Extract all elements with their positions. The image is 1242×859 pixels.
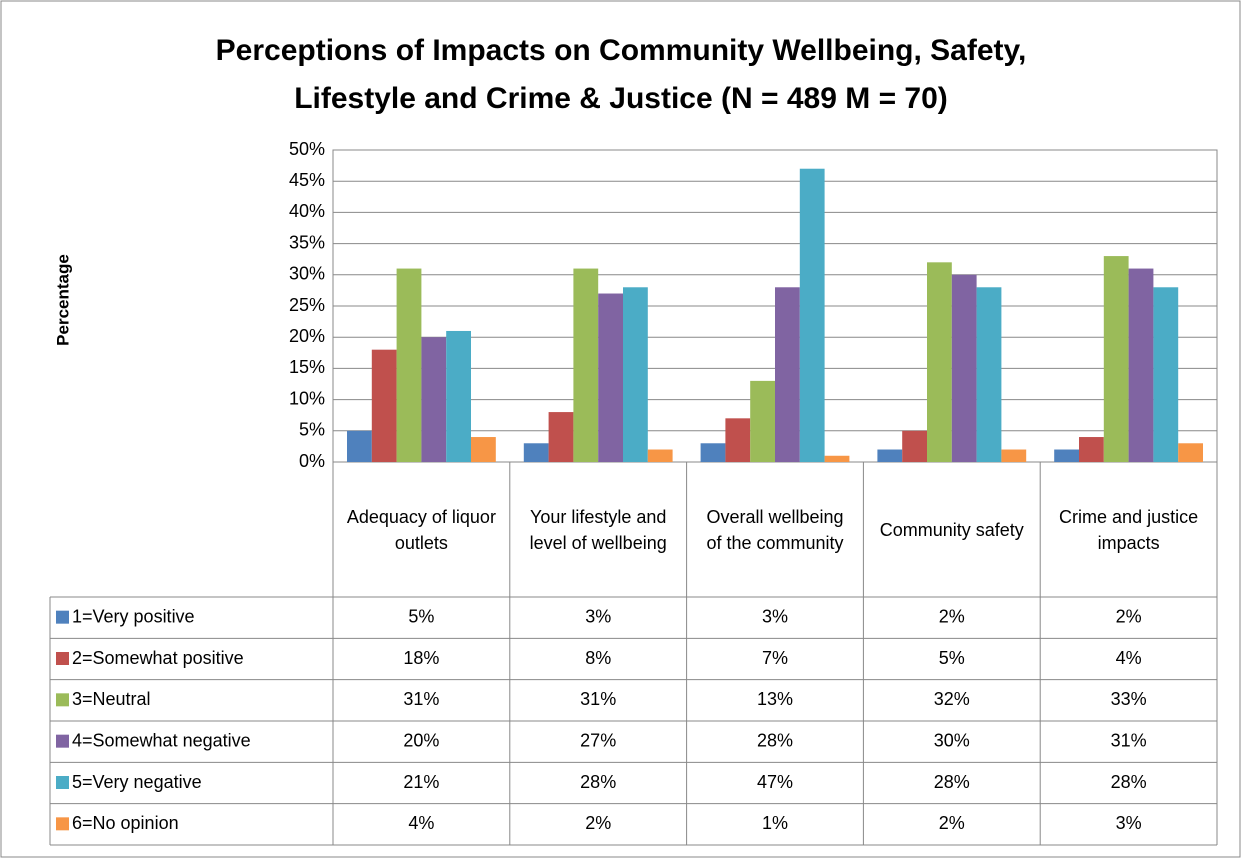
table-value: 2% xyxy=(939,813,965,833)
legend-label: 4=Somewhat negative xyxy=(72,730,251,750)
bar xyxy=(523,443,549,462)
bar xyxy=(1079,437,1104,462)
legend-label: 3=Neutral xyxy=(72,689,151,709)
bar xyxy=(1128,268,1154,462)
chart-title: Lifestyle and Crime & Justice (N = 489 M… xyxy=(294,82,948,115)
table-value: 3% xyxy=(585,606,611,626)
y-tick-label: 30% xyxy=(289,264,325,284)
bar xyxy=(396,268,422,462)
legend-swatch xyxy=(56,652,69,665)
table-value: 28% xyxy=(757,730,793,750)
table-value: 33% xyxy=(1111,689,1147,709)
table-value: 4% xyxy=(408,813,434,833)
y-tick-label: 20% xyxy=(289,326,325,346)
bar xyxy=(347,430,372,462)
bar xyxy=(877,449,903,462)
y-tick-label: 25% xyxy=(289,295,325,315)
bar xyxy=(976,287,1002,462)
bar xyxy=(471,437,496,462)
x-tick-label: Overall wellbeing of the community xyxy=(706,506,844,553)
table-value: 18% xyxy=(403,648,439,668)
bar xyxy=(902,430,927,462)
y-tick-label: 45% xyxy=(289,170,325,190)
table-value: 5% xyxy=(408,606,434,626)
legend-label: 6=No opinion xyxy=(72,813,179,833)
bar xyxy=(951,274,977,462)
bar xyxy=(446,330,471,462)
table-value: 28% xyxy=(934,772,970,792)
table-value: 8% xyxy=(585,648,611,668)
bar xyxy=(750,380,775,462)
table-value: 31% xyxy=(403,689,439,709)
bar xyxy=(647,449,673,462)
legend-label: 2=Somewhat positive xyxy=(72,648,244,668)
y-tick-label: 0% xyxy=(299,451,325,471)
bar xyxy=(1103,256,1129,462)
x-tick-label: Adequacy of liquor outlets xyxy=(346,506,496,553)
table-value: 20% xyxy=(403,730,439,750)
y-axis-label: Percentage xyxy=(53,254,72,346)
legend-swatch xyxy=(56,734,69,748)
y-tick-label: 50% xyxy=(289,139,325,159)
table-value: 2% xyxy=(585,813,611,833)
table-value: 3% xyxy=(762,606,788,626)
table-value: 7% xyxy=(762,648,788,668)
table-value: 27% xyxy=(580,730,616,750)
bar xyxy=(623,287,648,462)
table-value: 3% xyxy=(1116,813,1142,833)
table-value: 47% xyxy=(757,772,793,792)
table-value: 2% xyxy=(1116,606,1142,626)
bar xyxy=(421,337,447,462)
legend-label: 1=Very positive xyxy=(72,606,195,626)
bar xyxy=(371,349,397,462)
x-tick-label: Crime and justice impacts xyxy=(1059,506,1199,553)
x-tick-label: Community safety xyxy=(879,519,1024,540)
bar xyxy=(775,287,800,462)
bar xyxy=(1153,287,1179,462)
y-tick-label: 15% xyxy=(289,357,325,377)
table-value: 31% xyxy=(1111,730,1147,750)
legend-label: 5=Very negative xyxy=(72,772,202,792)
chart-title: Perceptions of Impacts on Community Well… xyxy=(216,34,1027,67)
table-value: 28% xyxy=(1111,772,1147,792)
table-value: 1% xyxy=(762,813,788,833)
table-value: 4% xyxy=(1116,648,1142,668)
bar xyxy=(824,455,850,462)
x-tick-label: Your lifestyle and level of wellbeing xyxy=(529,506,667,553)
legend-swatch xyxy=(56,817,69,831)
legend-swatch xyxy=(56,693,69,707)
bar xyxy=(927,262,952,462)
table-value: 28% xyxy=(580,772,616,792)
bar xyxy=(1178,443,1203,462)
table-value: 21% xyxy=(403,772,439,792)
legend-swatch xyxy=(56,776,69,789)
table-value: 5% xyxy=(939,648,965,668)
table-value: 13% xyxy=(757,689,793,709)
table-value: 2% xyxy=(939,606,965,626)
y-tick-label: 40% xyxy=(289,201,325,221)
bar xyxy=(598,293,623,462)
table-value: 30% xyxy=(934,730,970,750)
bar xyxy=(548,412,574,462)
table-value: 31% xyxy=(580,689,616,709)
y-tick-label: 35% xyxy=(289,232,325,252)
y-tick-label: 10% xyxy=(289,388,325,408)
bar xyxy=(1001,449,1027,462)
table-value: 32% xyxy=(934,689,970,709)
bar xyxy=(700,443,726,462)
bar xyxy=(573,268,599,462)
bar xyxy=(799,168,825,462)
y-tick-label: 5% xyxy=(299,420,325,440)
bar xyxy=(1054,449,1079,462)
bar xyxy=(725,418,751,462)
legend-swatch xyxy=(56,610,69,624)
